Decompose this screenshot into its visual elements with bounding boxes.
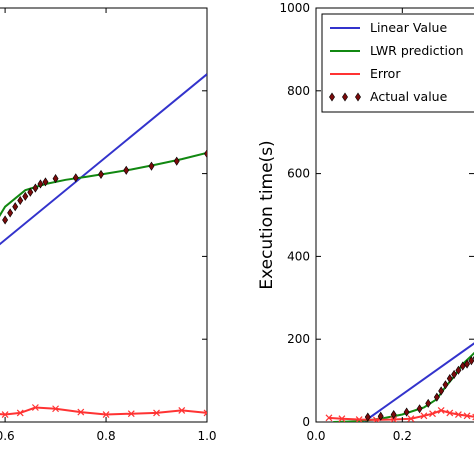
x-tick-label: 0.8 [97,429,116,443]
legend-label: Actual value [370,89,448,104]
y-axis-label: Execution time(s) [257,140,277,289]
left-chart-panel: 0.6 0.8 1.0 [0,7,217,443]
data-point [464,359,471,369]
data-point [377,411,384,421]
data-point [416,404,423,414]
x-tick-label: 0.2 [393,429,412,443]
legend: Linear Value LWR prediction Error Actual va… [321,13,474,113]
error-marker [446,409,454,417]
error-marker [463,412,471,420]
x-tick-label: 0.0 [306,429,325,443]
data-point [148,161,155,171]
error-marker [31,404,39,411]
data-point [442,380,449,390]
error-marker [372,416,380,422]
y-tick-label: 0 [302,415,310,429]
legend-box [321,13,474,113]
data-point [433,392,440,402]
plot-frame [315,7,474,423]
legend-label: Error [370,66,401,81]
legend-swatch-marker [342,92,348,102]
data-point [425,398,432,408]
data-point [364,412,371,422]
error-marker [127,410,135,418]
series-line-2 [0,406,207,416]
plot-area [325,342,474,422]
error-marker [77,408,85,416]
error-marker [338,415,346,422]
error-marker [178,406,186,414]
data-point [455,365,462,375]
series-line-0 [362,342,474,422]
x-tick-label: 1.0 [197,429,216,443]
error-marker [420,412,428,420]
plot-frame [0,7,208,423]
data-point [22,191,29,201]
data-point [52,174,59,184]
data-point [123,165,130,175]
y-tick-label: 400 [287,249,310,263]
data-point [459,361,466,371]
y-tick-label: 1000 [279,1,310,15]
error-marker [407,415,415,422]
data-point [27,187,34,197]
error-marker [16,409,24,417]
error-marker [52,405,59,413]
right-chart-panel: 0.0 0.2 0 200 400 600 800 1000 Execution time(s)… [257,1,474,443]
data-point [12,202,19,212]
error-marker [102,411,110,418]
data-point [2,215,9,225]
data-point [173,156,180,166]
data-point [32,183,39,193]
error-marker [1,411,9,418]
error-marker [437,406,445,414]
error-marker [454,411,462,418]
data-point [17,195,24,206]
error-marker [390,416,398,422]
error-marker [429,410,436,418]
plot-area [0,73,207,418]
x-tick-label: 0.6 [0,429,15,443]
y-tick-label: 800 [287,84,310,98]
legend-swatch-marker [355,92,361,102]
legend-label: LWR prediction [370,43,464,58]
series-line-2 [328,409,474,421]
y-tick-label: 600 [287,167,310,181]
data-point [468,356,474,366]
data-point [72,173,79,183]
data-point [7,208,14,218]
data-point [390,409,397,420]
legend-swatch-marker [329,92,335,102]
data-point [42,177,49,187]
series-line-0 [0,73,207,246]
data-point [451,369,458,379]
data-point [98,169,104,179]
error-marker [325,414,333,422]
data-point [403,407,410,417]
legend-label: Linear Value [370,20,447,35]
series-line-1 [0,151,207,218]
data-point [37,179,44,189]
error-marker [203,409,207,417]
data-point [438,386,445,396]
data-point [204,149,207,159]
data-point [446,373,453,384]
y-tick-label: 200 [287,332,310,346]
error-marker [153,409,160,417]
error-marker [355,416,363,422]
